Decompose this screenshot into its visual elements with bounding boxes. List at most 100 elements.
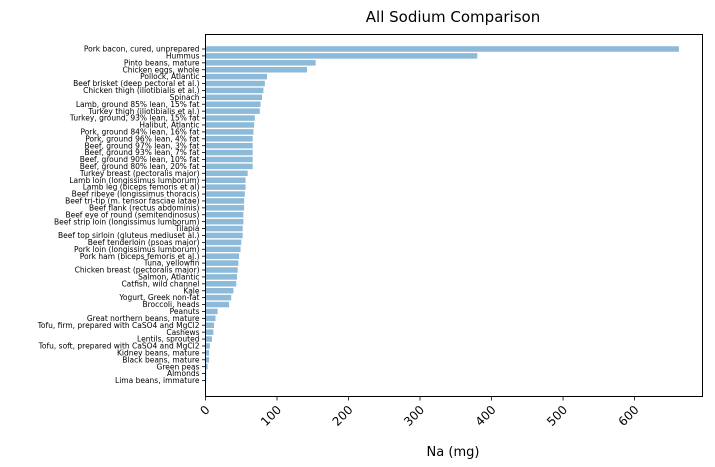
bar <box>205 80 265 87</box>
category-label: Beef strip loin (longissimus lumborum) <box>54 217 200 226</box>
bar <box>205 60 316 66</box>
bar <box>205 198 245 204</box>
category-label: Pinto beans, mature <box>124 58 200 67</box>
bar <box>205 232 243 239</box>
bar <box>205 115 255 121</box>
bar <box>205 329 214 335</box>
category-label: Tilapia <box>174 224 200 233</box>
category-label: Lamb, ground 85% lean, 15% fat <box>76 100 200 109</box>
bar <box>205 308 218 315</box>
category-label: Salmon, Atlantic <box>138 273 199 282</box>
bar <box>205 108 260 114</box>
x-tick-label: 0 <box>197 403 212 418</box>
category-label: Beef, ground 97% lean, 3% fat <box>84 141 199 150</box>
bar <box>205 322 215 329</box>
category-label: Tofu, firm, prepared with CaSO4 and MgCl… <box>37 321 200 330</box>
category-label: Lamb loin (longissimus lumborum) <box>69 176 199 185</box>
category-label: Pollock, Atlantic <box>140 72 199 81</box>
bar <box>205 211 244 218</box>
bar <box>205 53 478 59</box>
category-label: Black beans, mature <box>122 355 200 364</box>
bar <box>205 315 216 322</box>
bar <box>205 253 240 259</box>
category-label: Beef top sirloin (gluteus mediuset al.) <box>58 231 200 240</box>
bars-group <box>205 46 679 384</box>
bar <box>205 205 245 211</box>
bar <box>205 343 210 349</box>
x-tick-label: 200 <box>330 403 356 429</box>
category-label: Beef eye of round (semitendinosus) <box>65 210 199 219</box>
category-label: Pork, ground 96% lean, 4% fat <box>85 134 199 143</box>
category-label: Beef, ground 93% lean, 7% fat <box>84 148 199 157</box>
category-label: Beef tri-tip (m. tensor fasciae latae) <box>65 197 199 206</box>
bar <box>205 94 262 101</box>
category-label: Almonds <box>167 369 200 378</box>
x-axis-label: Na (mg) <box>427 445 480 460</box>
category-label: Peanuts <box>170 307 200 316</box>
bar <box>205 301 230 308</box>
category-label: Beef ribeye (longissimus thoracis) <box>72 190 200 199</box>
bar <box>205 363 208 370</box>
category-label: Pork loin (longissimus lumborum) <box>74 245 200 254</box>
category-label: Spinach <box>170 93 200 102</box>
category-label: Lamb leg (biceps femoris et al) <box>83 183 200 192</box>
category-label: Turkey thigh (iliotibialis et al.) <box>87 107 199 116</box>
category-label: Beef, ground 90% lean, 10% fat <box>80 155 200 164</box>
bar <box>205 225 243 232</box>
category-label: Beef, ground 80% lean, 20% fat <box>80 162 200 171</box>
category-label: Beef flank (rectus abdominis) <box>89 203 200 212</box>
category-label: Lima beans, immature <box>115 376 200 385</box>
x-tick-label: 100 <box>258 403 284 429</box>
category-label: Lentils, sprouted <box>137 335 200 344</box>
bar <box>205 260 239 266</box>
category-labels-group: Pork bacon, cured, unpreparedHummusPinto… <box>37 45 206 385</box>
category-label: Tuna, yellowfin <box>143 259 200 268</box>
x-tick-label: 600 <box>616 403 642 429</box>
category-label: Kidney beans, mature <box>117 348 200 357</box>
category-label: Cashews <box>166 328 199 337</box>
category-label: Pork, ground 84% lean, 16% fat <box>80 127 199 136</box>
bar <box>205 274 237 280</box>
category-label: Broccoli, heads <box>142 300 199 309</box>
bar <box>205 177 246 183</box>
bar <box>205 129 254 135</box>
category-label: Beef tenderloin (psoas major) <box>88 238 200 247</box>
bar <box>205 87 264 94</box>
category-label: Chicken thigh (iliotibialis et al.) <box>83 86 199 95</box>
bar <box>205 136 253 142</box>
bar <box>205 163 253 170</box>
plot-frame <box>205 34 703 397</box>
category-label: Chicken eggs, whole <box>122 65 199 74</box>
bar <box>205 73 267 80</box>
bar <box>205 66 308 73</box>
bar <box>205 287 234 294</box>
category-label: Halibut, Atlantic <box>139 121 199 130</box>
bar <box>205 239 242 246</box>
bar <box>205 149 253 156</box>
bar <box>205 142 253 149</box>
bar <box>205 357 210 363</box>
chart-title: All Sodium Comparison <box>366 8 540 26</box>
bar <box>205 246 241 253</box>
category-label: Beef brisket (deep pectoral et al.) <box>73 79 199 88</box>
category-label: Pork bacon, cured, unprepared <box>84 45 200 54</box>
category-label: Turkey, ground, 93% lean, 15% fat <box>69 114 200 123</box>
bar <box>205 191 245 197</box>
x-tick-label: 400 <box>473 403 499 429</box>
category-label: Hummus <box>166 52 200 61</box>
category-label: Turkey breast (pectoralis major) <box>79 169 200 178</box>
bar <box>205 218 244 225</box>
category-label: Tofu, soft, prepared with CaSO4 and MgCl… <box>38 342 200 351</box>
bar <box>205 350 210 356</box>
bar <box>205 122 255 128</box>
category-label: Catfish, wild channel <box>121 279 199 288</box>
category-label: Chicken breast (pectoralis major) <box>75 266 200 275</box>
bar <box>205 156 253 163</box>
category-label: Great northern beans, mature <box>87 314 200 323</box>
bar <box>205 281 237 287</box>
x-tick-label: 500 <box>544 403 570 429</box>
category-label: Green peas <box>157 362 200 371</box>
category-label: Pork ham (biceps femoris et al.) <box>80 252 200 261</box>
